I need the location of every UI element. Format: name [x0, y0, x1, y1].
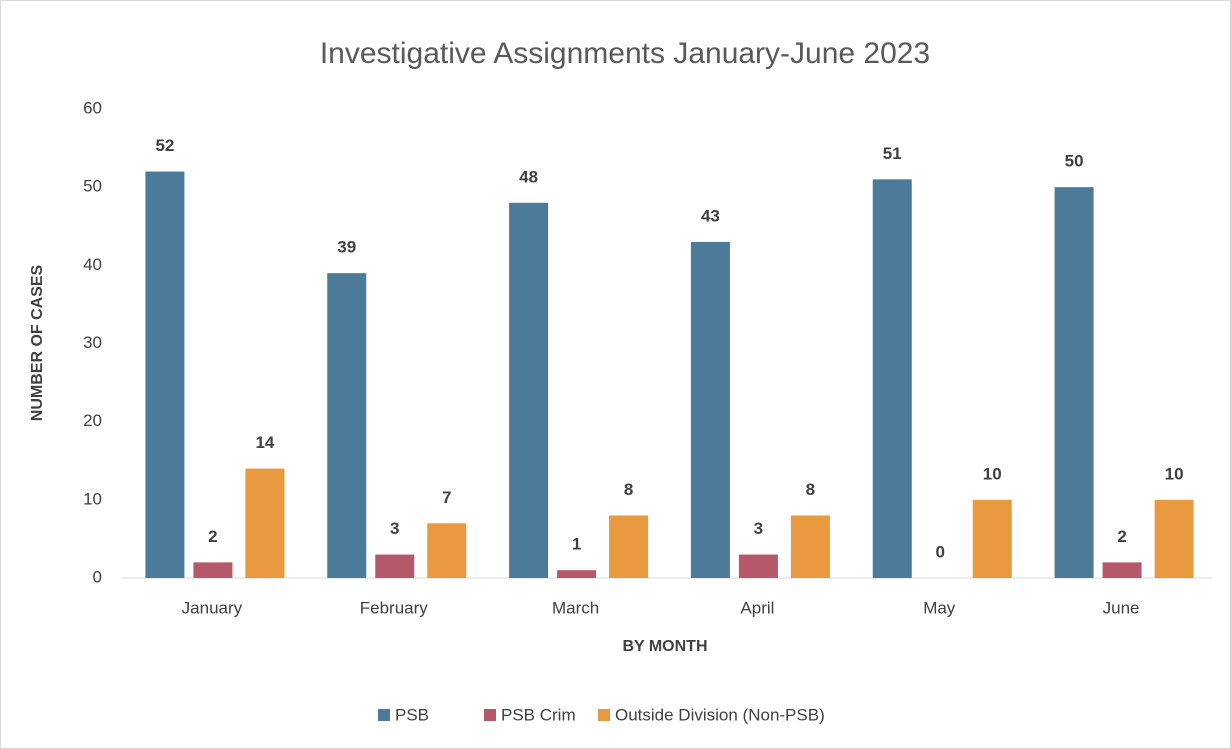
legend-label: PSB	[395, 705, 429, 724]
x-tick-label: May	[923, 598, 956, 617]
data-label: 48	[519, 167, 538, 186]
x-tick-label: January	[182, 598, 243, 617]
bar	[427, 523, 467, 578]
data-label: 39	[337, 238, 356, 257]
bar	[327, 273, 367, 578]
bar	[790, 515, 830, 578]
legend-swatch	[484, 709, 496, 721]
data-label: 3	[754, 519, 763, 538]
bar	[1054, 187, 1094, 578]
data-label: 50	[1065, 152, 1084, 171]
data-label: 3	[390, 519, 399, 538]
bar	[375, 554, 415, 578]
data-label: 8	[806, 480, 815, 499]
bar	[193, 562, 233, 578]
x-tick-label: February	[360, 598, 429, 617]
y-tick-label: 30	[83, 333, 102, 352]
legend-label: PSB Crim	[501, 705, 576, 724]
bar	[245, 468, 285, 578]
legend-swatch	[598, 709, 610, 721]
y-tick-label: 40	[83, 255, 102, 274]
x-tick-label: March	[552, 598, 599, 617]
y-tick-label: 50	[83, 177, 102, 196]
x-tick-label: April	[740, 598, 774, 617]
y-axis-label: NUMBER OF CASES	[29, 264, 46, 421]
bar	[972, 499, 1012, 578]
data-label: 43	[701, 206, 720, 225]
x-axis-label: BY MONTH	[622, 638, 707, 655]
data-label: 14	[255, 433, 274, 452]
y-tick-label: 10	[83, 489, 102, 508]
data-label: 10	[1165, 464, 1184, 483]
bar	[738, 554, 778, 578]
bar	[1154, 499, 1194, 578]
legend-swatch	[378, 709, 390, 721]
data-label: 2	[1117, 527, 1126, 546]
bar	[1102, 562, 1142, 578]
y-tick-label: 60	[83, 98, 102, 117]
bar	[690, 241, 730, 578]
bar	[509, 202, 549, 579]
bar	[872, 179, 912, 578]
bar	[557, 570, 597, 578]
data-label: 0	[936, 542, 945, 561]
data-label: 7	[442, 488, 451, 507]
data-label: 1	[572, 535, 581, 554]
bar	[609, 515, 649, 578]
bar	[145, 171, 185, 579]
data-label: 52	[155, 136, 174, 155]
data-label: 10	[983, 464, 1002, 483]
chart-title: Investigative Assignments January-June 2…	[320, 37, 930, 70]
data-label: 2	[208, 527, 217, 546]
data-label: 51	[883, 144, 902, 163]
legend-label: Outside Division (Non-PSB)	[615, 705, 825, 724]
y-tick-label: 0	[93, 567, 102, 586]
x-tick-label: June	[1103, 598, 1140, 617]
data-label: 8	[624, 480, 633, 499]
y-tick-label: 20	[83, 411, 102, 430]
